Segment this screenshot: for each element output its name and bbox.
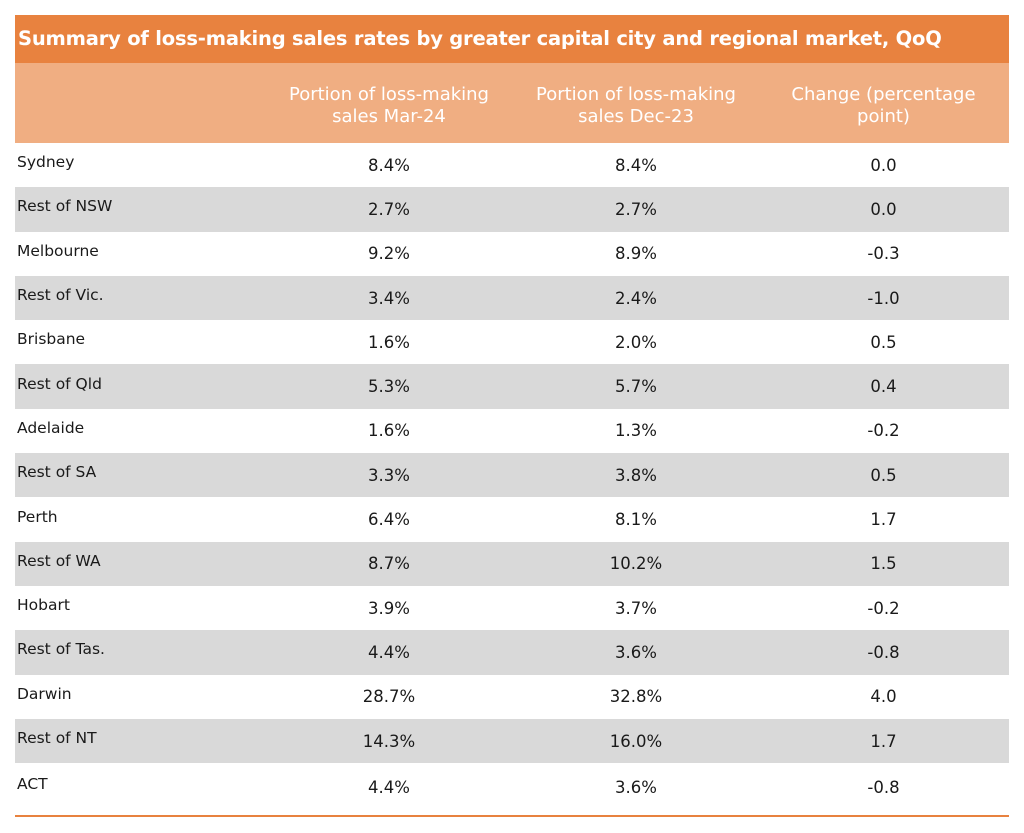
table-row: Melbourne 9.2% 8.9% -0.3 xyxy=(15,232,1009,276)
loss-making-sales-table: Summary of loss-making sales rates by gr… xyxy=(15,15,1009,818)
row-label: Hobart xyxy=(17,596,70,615)
table-row: Hobart 3.9% 3.7% -0.2 xyxy=(15,586,1009,630)
row-label: Brisbane xyxy=(17,330,86,349)
header-dec23-text: Portion of loss-making sales Dec-23 xyxy=(536,84,736,127)
value-mar24: 4.4% xyxy=(368,642,410,662)
value-dec23: 3.6% xyxy=(615,642,657,662)
value-mar24: 3.4% xyxy=(368,288,410,308)
value-dec23: 10.2% xyxy=(609,554,663,574)
value-dec23: 3.6% xyxy=(615,777,657,797)
value-mar24: 5.3% xyxy=(368,377,410,397)
value-dec23: 5.7% xyxy=(615,377,657,397)
value-change: 1.5 xyxy=(870,554,897,574)
row-label: Perth xyxy=(17,507,58,526)
table-row: Rest of WA 8.7% 10.2% 1.5 xyxy=(15,541,1009,586)
value-dec23: 2.0% xyxy=(615,332,657,352)
table-row: Darwin 28.7% 32.8% 4.0 xyxy=(15,675,1009,719)
table-row: Rest of Qld 5.3% 5.7% 0.4 xyxy=(15,364,1009,409)
table-title: Summary of loss-making sales rates by gr… xyxy=(15,15,1009,63)
value-mar24: 1.6% xyxy=(368,332,410,352)
row-label: Rest of Tas. xyxy=(17,640,105,659)
row-label: Melbourne xyxy=(17,241,99,260)
table-row: ACT 4.4% 3.6% -0.8 xyxy=(15,763,1009,811)
header-change-text: Change (percentage point) xyxy=(791,84,976,127)
row-label: Sydney xyxy=(17,153,75,172)
value-change: -0.8 xyxy=(867,777,900,797)
value-change: 4.0 xyxy=(870,687,897,707)
value-change: 1.7 xyxy=(870,510,897,530)
value-dec23: 16.0% xyxy=(609,731,663,751)
value-dec23: 8.1% xyxy=(615,510,657,530)
row-label: Rest of Qld xyxy=(17,374,102,393)
value-dec23: 8.4% xyxy=(615,155,657,175)
value-mar24: 8.4% xyxy=(368,155,410,175)
value-change: -0.8 xyxy=(867,642,900,662)
row-label: Rest of WA xyxy=(17,551,101,570)
header-dec23-column: Portion of loss-making sales Dec-23 xyxy=(514,63,758,143)
table-row: Adelaide 1.6% 1.3% -0.2 xyxy=(15,409,1009,453)
value-mar24: 6.4% xyxy=(368,510,410,530)
value-mar24: 1.6% xyxy=(368,421,410,441)
bottom-rule xyxy=(15,815,1009,818)
value-change: 0.4 xyxy=(870,377,897,397)
value-mar24: 8.7% xyxy=(368,554,410,574)
value-change: -0.2 xyxy=(867,598,900,618)
row-label: Rest of Vic. xyxy=(17,286,104,305)
row-label: Darwin xyxy=(17,684,72,703)
row-label: ACT xyxy=(17,775,48,794)
table-row: Rest of Vic. 3.4% 2.4% -1.0 xyxy=(15,275,1009,321)
header-label-column xyxy=(15,63,264,143)
value-mar24: 4.4% xyxy=(368,777,410,797)
value-change: -0.2 xyxy=(867,421,900,441)
value-dec23: 1.3% xyxy=(615,421,657,441)
table-header-row: Portion of loss-making sales Mar-24 Port… xyxy=(15,63,1009,143)
value-dec23: 3.7% xyxy=(615,598,657,618)
value-dec23: 3.8% xyxy=(615,465,657,485)
value-change: -0.3 xyxy=(867,244,900,264)
table-row: Rest of NSW 2.7% 2.7% 0.0 xyxy=(15,187,1009,232)
value-change: 0.0 xyxy=(870,155,897,175)
value-change: 0.5 xyxy=(870,465,897,485)
row-label: Rest of NSW xyxy=(17,197,113,216)
table-row: Rest of SA 3.3% 3.8% 0.5 xyxy=(15,453,1009,498)
table-body: Sydney 8.4% 8.4% 0.0 Rest of NSW 2.7% 2.7% 0.0 M… xyxy=(15,143,1009,811)
value-dec23: 2.7% xyxy=(615,199,657,219)
row-label: Adelaide xyxy=(17,418,85,437)
table-row: Perth 6.4% 8.1% 1.7 xyxy=(15,497,1009,541)
header-change-column: Change (percentage point) xyxy=(758,63,1009,143)
table-row: Brisbane 1.6% 2.0% 0.5 xyxy=(15,320,1009,364)
value-change: 0.0 xyxy=(870,199,897,219)
row-label: Rest of NT xyxy=(17,729,97,747)
header-mar24-column: Portion of loss-making sales Mar-24 xyxy=(264,63,514,143)
header-mar24-text: Portion of loss-making sales Mar-24 xyxy=(289,84,489,127)
value-dec23: 8.9% xyxy=(615,244,657,264)
value-mar24: 9.2% xyxy=(368,244,410,264)
table-row: Sydney 8.4% 8.4% 0.0 xyxy=(15,143,1009,187)
value-change: -1.0 xyxy=(867,288,900,308)
value-dec23: 2.4% xyxy=(615,288,657,308)
table-row: Rest of NT 14.3% 16.0% 1.7 xyxy=(15,718,1009,764)
value-mar24: 3.3% xyxy=(368,465,410,485)
value-change: 0.5 xyxy=(870,332,897,352)
row-label: Rest of SA xyxy=(17,463,97,482)
value-mar24: 14.3% xyxy=(362,731,416,751)
value-dec23: 32.8% xyxy=(609,687,663,707)
value-change: 1.7 xyxy=(870,731,897,751)
table-row: Rest of Tas. 4.4% 3.6% -0.8 xyxy=(15,630,1009,675)
value-mar24: 28.7% xyxy=(362,687,416,707)
value-mar24: 2.7% xyxy=(368,199,410,219)
value-mar24: 3.9% xyxy=(368,598,410,618)
